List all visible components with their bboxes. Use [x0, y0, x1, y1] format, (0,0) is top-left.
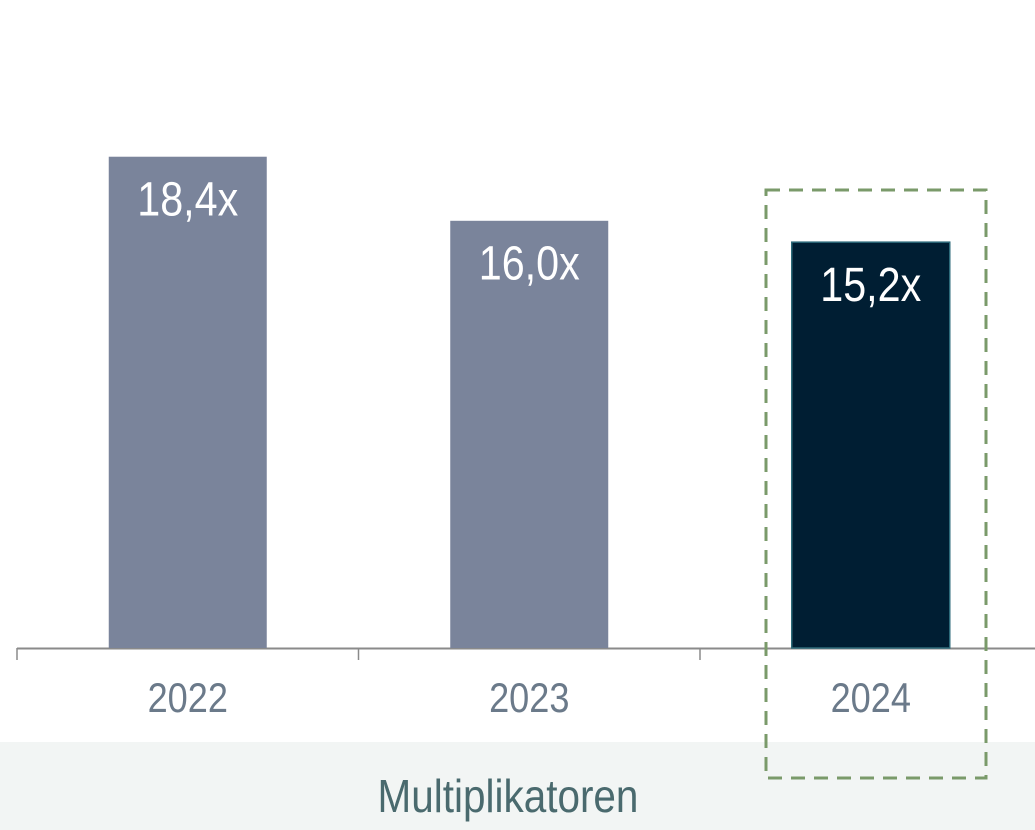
value-label: 18,4x [137, 173, 238, 227]
bar [791, 241, 951, 649]
chart-title: Multiplikatoren [378, 772, 639, 823]
value-label: 16,0x [479, 237, 580, 291]
x-tick-label: 2024 [831, 676, 911, 722]
bar [450, 220, 609, 649]
value-label: 15,2x [820, 258, 921, 312]
highlight-box [764, 188, 988, 780]
x-tick-label: 2022 [148, 676, 228, 722]
bar [108, 156, 267, 648]
footer-band [0, 742, 1035, 830]
x-tick-label: 2023 [489, 676, 569, 722]
